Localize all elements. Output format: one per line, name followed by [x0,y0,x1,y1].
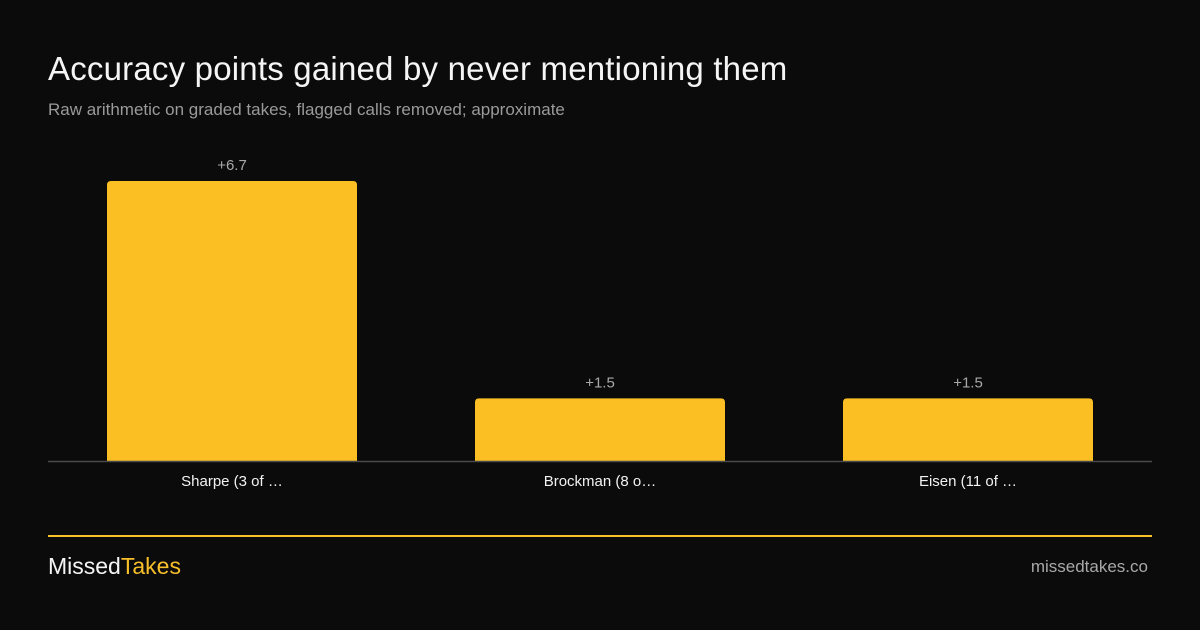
x-tick-label: Eisen (11 of … [919,473,1017,490]
bars-group [107,181,1093,461]
bar-value-label: +6.7 [217,157,247,174]
brand-logo: MissedTakes [48,553,181,580]
x-tick-label: Sharpe (3 of … [181,473,283,490]
brand-name-part1: Missed [48,553,121,579]
chart-title: Accuracy points gained by never mentioni… [48,50,788,87]
bar [475,398,725,461]
brand-name-part2: Takes [120,553,181,579]
bar-value-label: +1.5 [585,374,615,391]
value-labels-group: +6.7 +1.5 +1.5 [217,157,983,391]
tick-labels-group: Sharpe (3 of … Brockman (8 o… Eisen (11 of… [181,473,1017,490]
bar-value-label: +1.5 [953,374,983,391]
site-url[interactable]: missedtakes.co [1030,557,1148,576]
footer-divider [48,535,1152,537]
chart-subtitle: Raw arithmetic on graded takes, flagged … [48,100,565,119]
x-tick-label: Brockman (8 o… [544,473,657,490]
bar [843,398,1093,461]
bar [107,181,357,461]
